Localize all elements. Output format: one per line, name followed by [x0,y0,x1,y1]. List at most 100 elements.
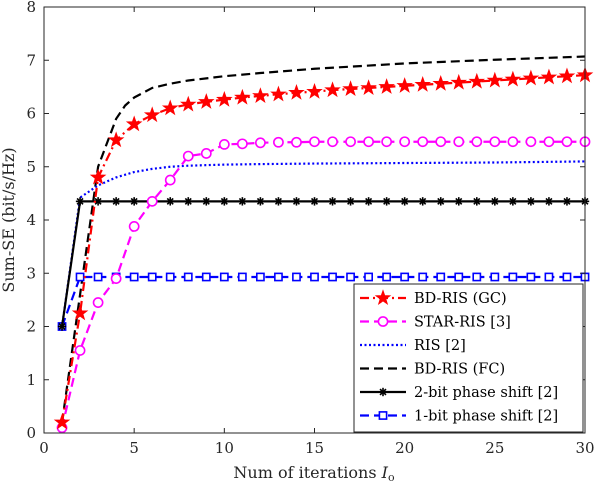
legend-item: 2-bit phase shift [2] [360,385,558,401]
data-point-star [270,85,287,102]
marker-stroke [473,197,481,205]
series-line [60,55,586,423]
data-point-star [143,106,161,123]
data-point-star [468,72,486,89]
data-point-circle [525,136,537,148]
data-point-square [364,272,373,282]
legend-item: BD-RIS (GC) [360,289,507,307]
y-tick-label: 4 [26,211,36,229]
data-point-star [306,82,323,99]
data-point-circle [146,195,158,207]
series-bd-ris-fc [60,55,586,423]
y-tick-label: 2 [26,318,36,336]
data-point-star [234,88,251,105]
data-point-circle [489,136,501,148]
marker-stroke [238,197,246,205]
data-point-circle [381,136,393,148]
data-point-star [414,76,431,92]
x-axis-title: Num of iterations Io [233,463,395,484]
data-point-asterisk [436,197,445,206]
legend-item: STAR-RIS [3] [360,315,511,331]
data-point-asterisk [364,197,373,206]
data-point-circle [363,136,374,148]
y-tick-label: 3 [26,264,36,282]
data-point-square [255,272,265,282]
data-point-asterisk [292,197,301,206]
marker-stroke [347,197,355,205]
marker-stroke [310,197,319,205]
data-point-square [346,272,355,282]
data-point-asterisk [562,197,572,206]
marker-stroke [58,322,66,331]
legend-label: 2-bit phase shift [2] [414,385,558,401]
marker-stroke [419,197,427,205]
data-point-circle [92,297,104,308]
data-point-square [562,272,572,282]
data-point-star [342,80,359,97]
data-point-circle [273,136,284,148]
data-point-asterisk [382,197,391,206]
legend-label: BD-RIS (FC) [414,362,505,378]
data-point-asterisk [220,197,229,206]
marker-stroke [166,197,174,205]
data-point-asterisk [310,197,319,206]
legend: BD-RIS (GC) STAR-RIS [3] RIS [2] BD-RIS (FC… [353,283,584,433]
data-point-asterisk [75,197,85,206]
data-point-square [201,272,211,282]
series-layer [53,55,594,434]
marker-stroke [292,197,301,205]
data-point-star [198,93,215,109]
legend-marker [378,387,388,397]
data-point-asterisk [274,197,283,206]
marker-stroke [112,197,120,205]
data-point-circle [327,136,338,148]
data-point-asterisk [328,197,337,206]
data-point-star [558,67,576,84]
axes-layer: 0 5 10 15 20 25 30 0 1 2 3 4 5 6 7 8 [26,0,594,457]
data-point-square [436,272,446,282]
marker-stroke [491,197,499,205]
data-point-asterisk [166,197,175,206]
series-ris-2 [60,160,586,327]
x-axis-title-text: Num of iterations [233,463,376,482]
marker-stroke [379,388,387,396]
data-point-circle [399,136,411,148]
data-point-circle [453,136,465,148]
data-point-asterisk [508,197,518,206]
marker-stroke [76,197,84,205]
legend-item: BD-RIS (FC) [360,362,505,378]
data-point-circle [309,136,320,148]
data-point-asterisk [454,197,463,206]
y-axis-title: Sum-SE (bit/s/Hz) [0,147,18,292]
y-tick-label: 0 [26,424,36,442]
x-axis-title-symbol: I [381,463,389,482]
data-point-asterisk [57,322,67,331]
data-point-square [147,272,157,282]
x-tick-label: 15 [305,439,324,457]
data-point-star [432,74,450,91]
marker-stroke [202,197,210,205]
legend-marker [378,411,388,420]
x-tick-label: 10 [215,439,234,457]
x-axis-title-subscript: o [388,471,395,484]
data-point-circle [543,136,555,148]
data-point-circle [74,345,86,356]
legend-item: 1-bit phase shift [2] [360,409,558,425]
data-point-circle [110,273,122,284]
data-point-square [75,272,85,282]
data-point-circle [471,136,483,148]
data-point-square [219,272,229,282]
data-point-asterisk [346,197,355,206]
series-bd-ris-gc [53,66,594,430]
data-point-square [93,272,103,282]
marker-stroke [401,197,409,205]
data-point-circle [182,150,194,162]
data-point-star [450,73,468,90]
x-tick-label: 5 [129,439,139,457]
data-point-asterisk [418,197,427,206]
marker-stroke [509,197,517,205]
data-point-circle [417,136,429,148]
data-point-square [292,272,301,282]
